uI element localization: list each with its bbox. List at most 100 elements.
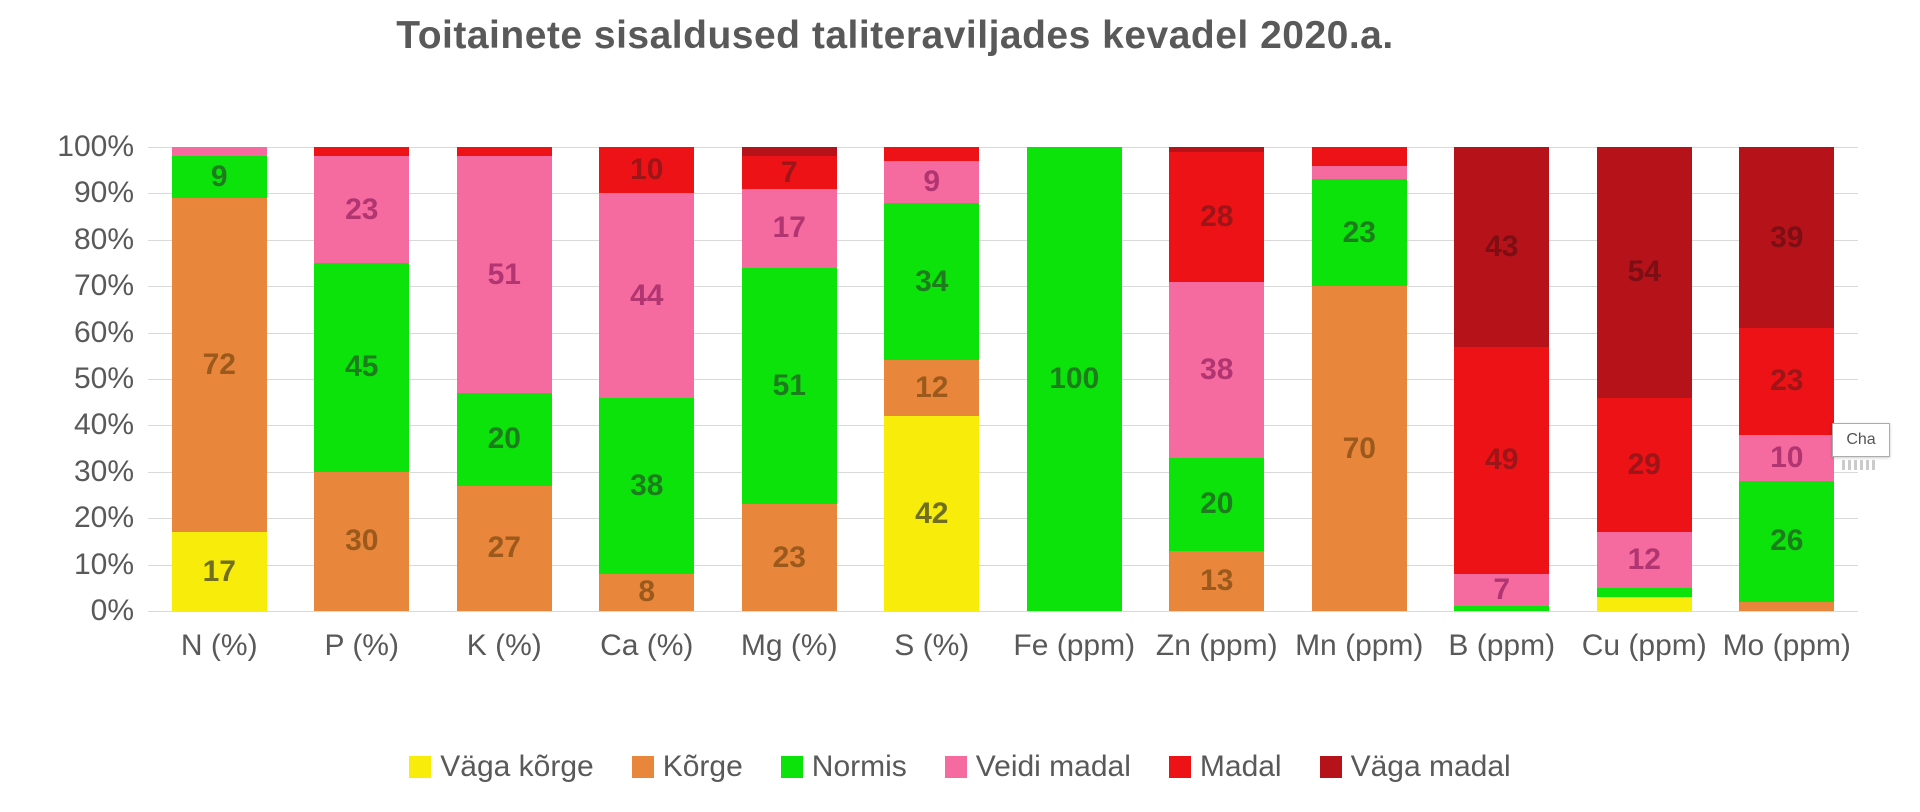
segment-veidi-madal[interactable]: 10 (1739, 434, 1835, 482)
segment-madal[interactable]: 23 (1739, 328, 1835, 435)
segment-madal[interactable]: 10 (599, 147, 695, 194)
segment-madal[interactable]: 29 (1596, 397, 1692, 533)
x-axis-tick-label[interactable]: Zn (ppm) (1155, 629, 1278, 662)
segment-veidi-madal[interactable]: 9 (884, 160, 980, 203)
segment-madal[interactable]: 28 (1169, 151, 1265, 282)
segment-k-rge[interactable]: 8 (599, 573, 695, 611)
segment-normis[interactable]: 23 (1311, 179, 1407, 287)
segment-data-label: 39 (1770, 220, 1804, 254)
legend-item-madal[interactable]: Madal (1168, 750, 1282, 784)
y-axis-tick-label[interactable]: 40% (73, 408, 134, 442)
segment-v-ga-k-rge[interactable]: 42 (884, 416, 980, 611)
bar-s[interactable]: 42 12 34 9 (884, 147, 980, 611)
grid-line (148, 611, 1858, 612)
x-axis-tick-label[interactable]: Ca (%) (600, 629, 694, 662)
segment-normis[interactable]: 100 (1026, 147, 1122, 611)
y-axis-tick-label[interactable]: 30% (73, 454, 134, 488)
segment-v-ga-madal[interactable]: 39 (1739, 147, 1835, 328)
segment-k-rge[interactable]: 12 (884, 360, 980, 417)
y-axis-tick-label[interactable]: 20% (73, 501, 134, 535)
legend-item-v-ga-madal[interactable]: Väga madal (1319, 750, 1511, 784)
segment-v-ga-madal[interactable] (1169, 147, 1265, 152)
segment-veidi-madal[interactable]: 17 (741, 188, 837, 268)
y-axis-tick-label[interactable]: 90% (73, 176, 134, 210)
segment-data-label: 29 (1627, 447, 1661, 481)
segment-madal[interactable] (314, 147, 410, 157)
legend-item-k-rge[interactable]: Kõrge (631, 750, 743, 784)
x-axis-tick-label[interactable]: Mg (%) (740, 629, 838, 662)
segment-normis[interactable]: 51 (741, 267, 837, 505)
y-axis-tick-label[interactable]: 10% (73, 547, 134, 581)
segment-v-ga-madal[interactable]: 54 (1596, 147, 1692, 398)
segment-v-ga-k-rge[interactable] (1596, 597, 1692, 611)
segment-madal[interactable]: 49 (1454, 346, 1550, 574)
y-axis-tick-label[interactable]: 80% (73, 222, 134, 256)
legend-item-veidi-madal[interactable]: Veidi madal (944, 750, 1131, 784)
x-axis-tick-label[interactable]: Fe (ppm) (1013, 629, 1136, 662)
x-axis-tick-label[interactable]: Mo (ppm) (1722, 629, 1851, 662)
legend-label: Väga madal (1350, 750, 1511, 783)
bar-mg[interactable]: 23 51 17 7 (741, 147, 837, 611)
segment-data-label: 7 (1493, 573, 1511, 607)
segment-veidi-madal[interactable]: 23 (314, 156, 410, 264)
y-axis-tick-label[interactable]: 50% (73, 362, 134, 395)
segment-veidi-madal[interactable]: 44 (599, 193, 695, 398)
segment-madal[interactable] (1311, 147, 1407, 166)
x-axis-tick-label[interactable]: Cu (ppm) (1581, 629, 1707, 662)
x-axis-tick-label[interactable]: S (%) (894, 629, 970, 662)
legend-item-v-ga-k-rge[interactable]: Väga kõrge (409, 750, 594, 784)
bar-mo[interactable]: 26 10 23 39 (1739, 147, 1835, 611)
segment-k-rge[interactable]: 23 (741, 504, 837, 611)
segment-data-label: 12 (915, 371, 949, 405)
segment-k-rge[interactable]: 72 (171, 198, 267, 533)
y-axis-tick-label[interactable]: 60% (73, 315, 134, 349)
segment-normis[interactable]: 20 (1169, 457, 1265, 551)
y-axis-tick-label[interactable]: 0% (90, 594, 134, 627)
x-axis-tick-label[interactable]: N (%) (180, 629, 258, 662)
segment-k-rge[interactable] (1739, 601, 1835, 611)
segment-veidi-madal[interactable]: 7 (1454, 573, 1550, 607)
y-axis-tick-label[interactable]: 100% (57, 130, 134, 163)
bar-n[interactable]: 17 72 9 (171, 147, 267, 611)
segment-v-ga-madal[interactable]: 43 (1454, 147, 1550, 347)
chart-title[interactable]: Toitainete sisaldused taliteraviljades k… (396, 14, 1394, 57)
segment-normis[interactable]: 9 (171, 156, 267, 199)
segment-normis[interactable]: 26 (1739, 481, 1835, 602)
segment-veidi-madal[interactable] (171, 147, 267, 157)
segment-k-rge[interactable]: 70 (1311, 286, 1407, 611)
x-axis-tick-label[interactable]: Mn (ppm) (1295, 629, 1424, 662)
segment-madal[interactable]: 7 (741, 156, 837, 189)
bar-ca[interactable]: 8 38 44 10 (599, 147, 695, 611)
segment-k-rge[interactable]: 30 (314, 471, 410, 611)
segment-normis[interactable] (1596, 587, 1692, 598)
segment-normis[interactable]: 45 (314, 263, 410, 472)
segment-veidi-madal[interactable]: 12 (1596, 532, 1692, 588)
bar-cu[interactable]: 12 29 54 (1596, 147, 1692, 611)
segment-madal[interactable] (884, 147, 980, 161)
segment-normis[interactable]: 34 (884, 202, 980, 361)
segment-veidi-madal[interactable] (1311, 165, 1407, 180)
segment-v-ga-k-rge[interactable]: 17 (171, 532, 267, 611)
segment-k-rge[interactable]: 27 (456, 485, 552, 611)
segment-veidi-madal[interactable]: 51 (456, 156, 552, 393)
bar-zn[interactable]: 13 20 38 28 (1169, 147, 1265, 611)
x-axis-tick-label[interactable]: P (%) (324, 629, 399, 662)
segment-v-ga-madal[interactable] (741, 147, 837, 157)
bar-fe[interactable]: 100 (1026, 147, 1122, 611)
x-axis-tick-label[interactable]: B (ppm) (1448, 629, 1556, 662)
segment-normis[interactable] (1454, 606, 1550, 611)
bar-mn[interactable]: 70 23 (1311, 147, 1407, 611)
segment-madal[interactable] (456, 147, 552, 157)
segment-normis[interactable]: 20 (456, 392, 552, 486)
segment-veidi-madal[interactable]: 38 (1169, 281, 1265, 458)
bar-k[interactable]: 27 20 51 (456, 147, 552, 611)
x-axis-tick-label[interactable]: K (%) (466, 629, 542, 662)
legend-item-normis[interactable]: Normis (780, 750, 907, 784)
y-axis-tick-label[interactable]: 70% (73, 269, 134, 303)
segment-data-label: 70 (1342, 431, 1376, 465)
segment-k-rge[interactable]: 13 (1169, 550, 1265, 611)
bar-p[interactable]: 30 45 23 (314, 147, 410, 611)
segment-normis[interactable]: 38 (599, 397, 695, 574)
segment-data-label: 17 (202, 554, 236, 588)
bar-b[interactable]: 7 49 43 (1454, 147, 1550, 611)
